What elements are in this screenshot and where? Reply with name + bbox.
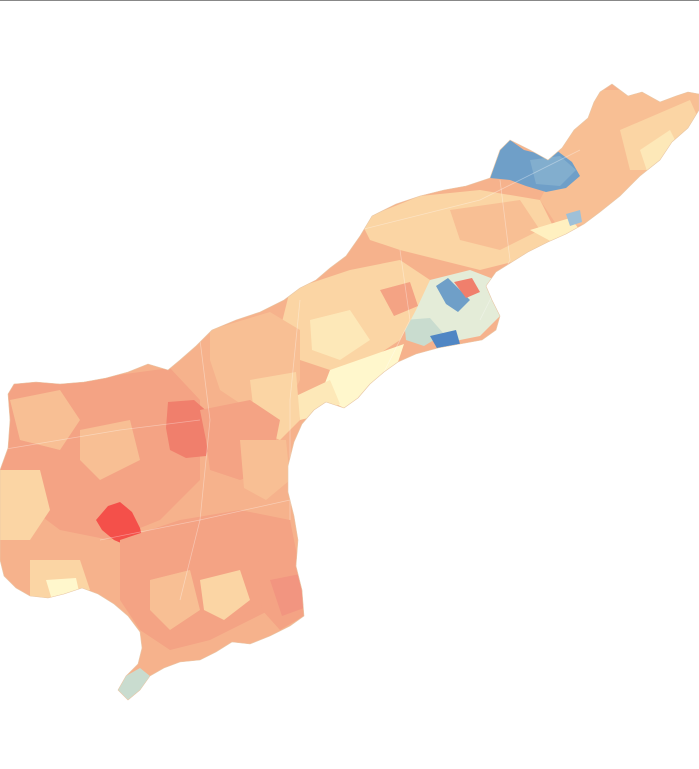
region-godavari-coast-blue <box>430 330 460 350</box>
region-north-coast-tip <box>620 100 699 170</box>
region-godavari-blue-1 <box>436 278 470 312</box>
region-central-coastal-pale <box>310 310 370 360</box>
region-rayalaseema-west-edge <box>10 390 80 450</box>
region-krishna-coastal-strip <box>320 344 404 408</box>
region-krishna-inland <box>296 380 340 420</box>
region-southwest-pale <box>46 578 80 600</box>
region-central-coastal-warm <box>380 282 418 316</box>
region-north-coast-fringe <box>640 130 680 180</box>
region-rayalaseema-far-west <box>0 470 50 540</box>
region-rayalaseema-central-hotspot <box>166 400 212 458</box>
region-godavari-red <box>454 278 480 298</box>
region-coastal-blue-speck <box>566 210 582 226</box>
region-north-central-inner <box>450 200 540 250</box>
region-northeast-tribal-east <box>530 156 576 186</box>
region-southern-coastal-warm <box>270 574 304 616</box>
region-south-central-light <box>200 570 250 620</box>
region-coastal-pale-1 <box>530 218 580 244</box>
top-border <box>0 0 699 1</box>
region-rayalaseema-west-inner <box>80 420 140 480</box>
region-rayalaseema-central-pale <box>240 440 290 500</box>
state-outline <box>0 83 699 701</box>
region-south-central-pale <box>150 570 200 630</box>
